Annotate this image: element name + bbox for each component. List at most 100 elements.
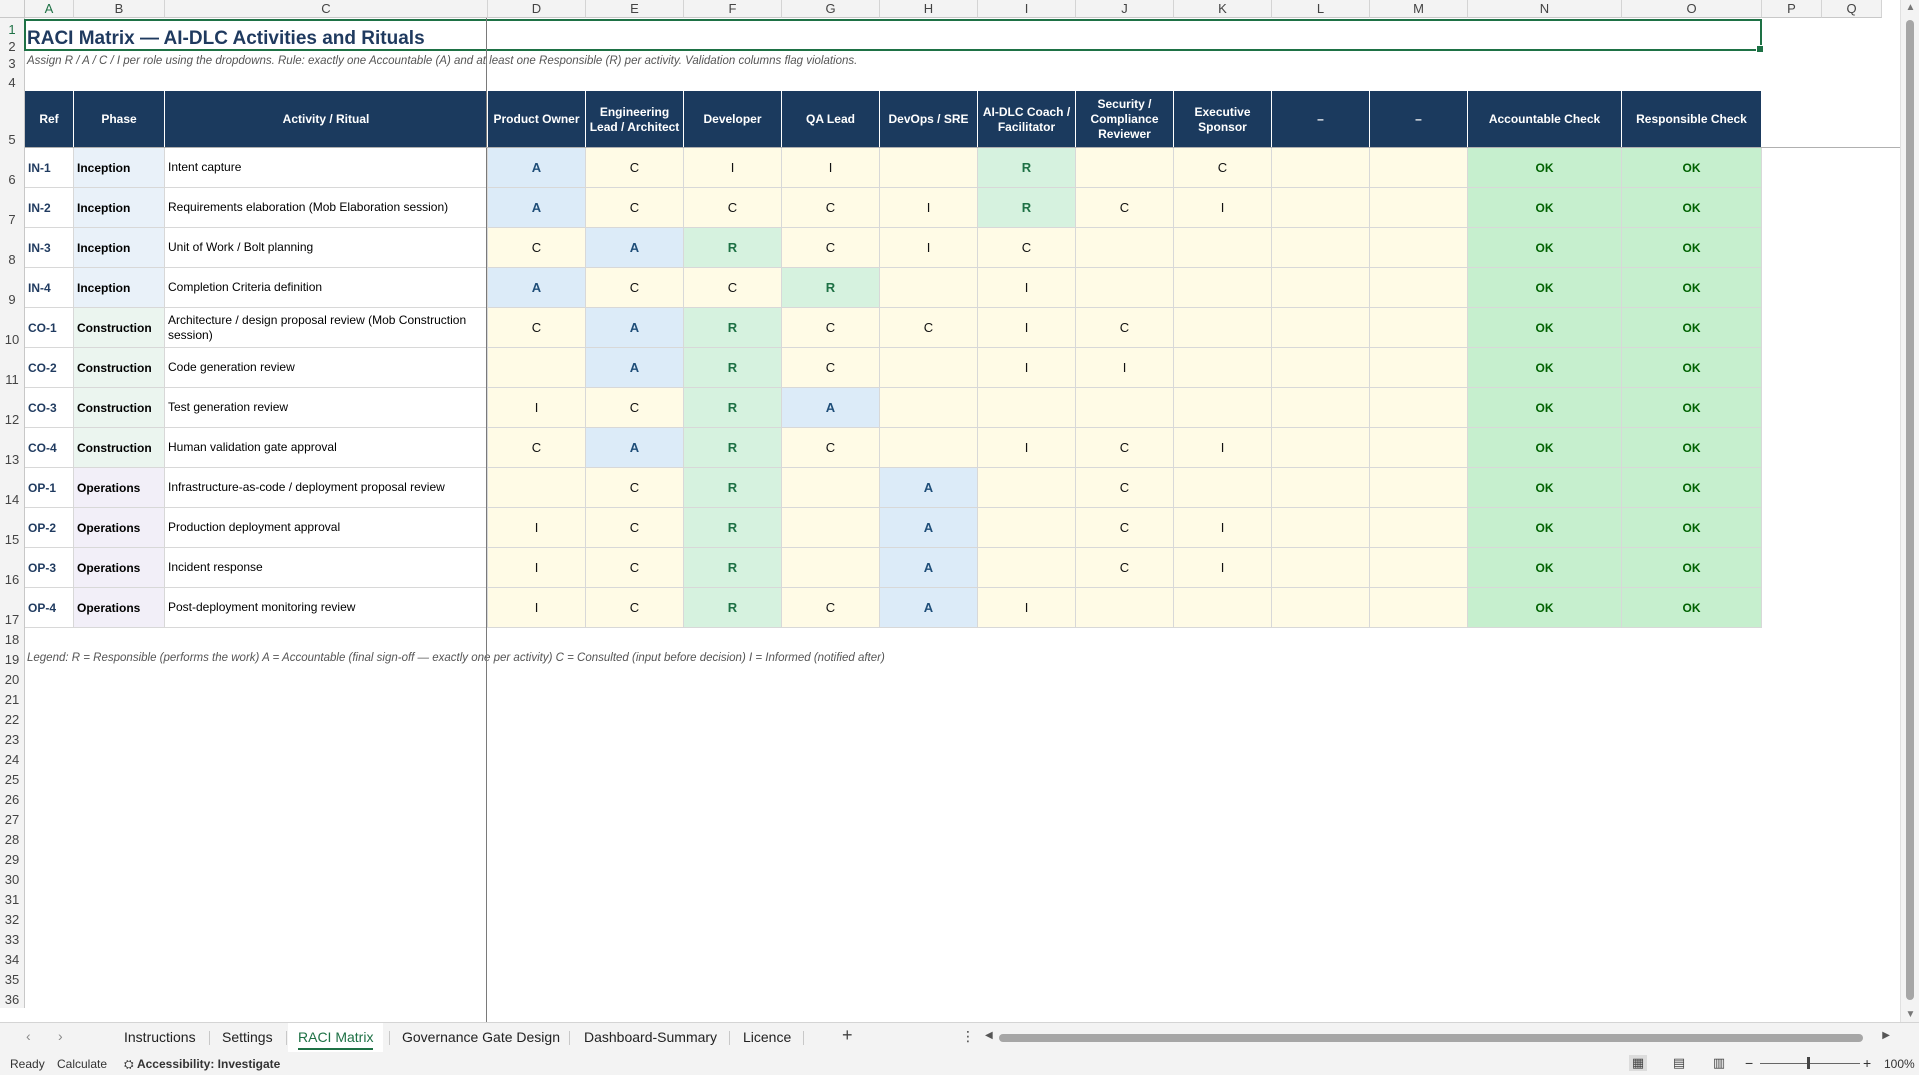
phase-cell[interactable]: Inception: [74, 188, 165, 228]
raci-dropdown-cell[interactable]: I: [1174, 548, 1272, 588]
raci-dropdown-cell[interactable]: C: [586, 468, 684, 508]
row-header-9[interactable]: 9: [0, 268, 25, 308]
column-header-h[interactable]: H: [880, 0, 978, 18]
horizontal-scrollbar[interactable]: ◀ ▶: [985, 1030, 1890, 1044]
raci-dropdown-cell[interactable]: [978, 508, 1076, 548]
raci-dropdown-cell[interactable]: C: [782, 588, 880, 628]
ref-cell[interactable]: OP-4: [25, 588, 74, 628]
raci-dropdown-cell[interactable]: [1272, 348, 1370, 388]
scroll-up-icon[interactable]: ▲: [1905, 2, 1916, 13]
raci-dropdown-cell[interactable]: I: [978, 588, 1076, 628]
raci-dropdown-cell[interactable]: R: [978, 188, 1076, 228]
raci-dropdown-cell[interactable]: [1174, 268, 1272, 308]
raci-dropdown-cell[interactable]: A: [586, 308, 684, 348]
calculate-button[interactable]: Calculate: [57, 1057, 108, 1071]
phase-cell[interactable]: Construction: [74, 388, 165, 428]
raci-dropdown-cell[interactable]: R: [684, 428, 782, 468]
tab-settings[interactable]: Settings: [222, 1023, 273, 1052]
tab-dashboard-summary[interactable]: Dashboard-Summary: [584, 1023, 717, 1052]
row-header-33[interactable]: 33: [0, 928, 25, 948]
raci-dropdown-cell[interactable]: I: [880, 228, 978, 268]
activity-cell[interactable]: Human validation gate approval: [165, 428, 488, 468]
phase-cell[interactable]: Construction: [74, 308, 165, 348]
raci-dropdown-cell[interactable]: R: [684, 508, 782, 548]
column-header-m[interactable]: M: [1370, 0, 1468, 18]
accountable-check-cell[interactable]: OK: [1468, 468, 1622, 508]
row-header-7[interactable]: 7: [0, 188, 25, 228]
accountable-check-cell[interactable]: OK: [1468, 548, 1622, 588]
raci-dropdown-cell[interactable]: C: [782, 428, 880, 468]
raci-dropdown-cell[interactable]: A: [880, 508, 978, 548]
raci-dropdown-cell[interactable]: I: [488, 548, 586, 588]
raci-dropdown-cell[interactable]: [1272, 588, 1370, 628]
raci-dropdown-cell[interactable]: C: [684, 268, 782, 308]
row-header-17[interactable]: 17: [0, 588, 25, 628]
responsible-check-cell[interactable]: OK: [1622, 428, 1762, 468]
raci-dropdown-cell[interactable]: [1272, 548, 1370, 588]
raci-dropdown-cell[interactable]: C: [1076, 508, 1174, 548]
select-all-corner[interactable]: [0, 0, 25, 18]
responsible-check-cell[interactable]: OK: [1622, 468, 1762, 508]
activity-cell[interactable]: Intent capture: [165, 148, 488, 188]
row-header-27[interactable]: 27: [0, 808, 25, 828]
phase-cell[interactable]: Operations: [74, 508, 165, 548]
raci-dropdown-cell[interactable]: C: [782, 308, 880, 348]
horizontal-scroll-thumb[interactable]: [999, 1034, 1863, 1042]
phase-cell[interactable]: Inception: [74, 228, 165, 268]
row-header-6[interactable]: 6: [0, 148, 25, 188]
raci-dropdown-cell[interactable]: [978, 388, 1076, 428]
raci-dropdown-cell[interactable]: [1272, 268, 1370, 308]
raci-dropdown-cell[interactable]: [880, 268, 978, 308]
raci-dropdown-cell[interactable]: [978, 468, 1076, 508]
raci-dropdown-cell[interactable]: C: [684, 188, 782, 228]
raci-dropdown-cell[interactable]: A: [586, 228, 684, 268]
raci-dropdown-cell[interactable]: [1076, 148, 1174, 188]
raci-dropdown-cell[interactable]: [1272, 428, 1370, 468]
accountable-check-cell[interactable]: OK: [1468, 228, 1622, 268]
raci-dropdown-cell[interactable]: [1370, 308, 1468, 348]
raci-dropdown-cell[interactable]: I: [880, 188, 978, 228]
header-cell[interactable]: Responsible Check: [1622, 91, 1762, 148]
header-cell[interactable]: Developer: [684, 91, 782, 148]
row-header-23[interactable]: 23: [0, 728, 25, 748]
raci-dropdown-cell[interactable]: [1370, 268, 1468, 308]
accountable-check-cell[interactable]: OK: [1468, 268, 1622, 308]
raci-dropdown-cell[interactable]: C: [586, 268, 684, 308]
header-cell[interactable]: –: [1370, 91, 1468, 148]
accountable-check-cell[interactable]: OK: [1468, 388, 1622, 428]
ref-cell[interactable]: IN-3: [25, 228, 74, 268]
activity-cell[interactable]: Requirements elaboration (Mob Elaboratio…: [165, 188, 488, 228]
accessibility-status[interactable]: ⛭ Accessibility: Investigate: [124, 1057, 280, 1072]
raci-dropdown-cell[interactable]: [880, 428, 978, 468]
raci-dropdown-cell[interactable]: [978, 548, 1076, 588]
zoom-slider-handle[interactable]: [1807, 1057, 1810, 1069]
column-header-f[interactable]: F: [684, 0, 782, 18]
raci-dropdown-cell[interactable]: [1370, 548, 1468, 588]
column-header-j[interactable]: J: [1076, 0, 1174, 18]
column-header-a[interactable]: A: [25, 0, 74, 18]
raci-dropdown-cell[interactable]: [488, 468, 586, 508]
column-header-l[interactable]: L: [1272, 0, 1370, 18]
chevron-right-icon[interactable]: ›: [58, 1028, 63, 1044]
row-header-10[interactable]: 10: [0, 308, 25, 348]
raci-dropdown-cell[interactable]: C: [1076, 468, 1174, 508]
raci-dropdown-cell[interactable]: A: [880, 468, 978, 508]
raci-dropdown-cell[interactable]: C: [488, 428, 586, 468]
header-cell[interactable]: Ref: [25, 91, 74, 148]
ref-cell[interactable]: CO-4: [25, 428, 74, 468]
raci-dropdown-cell[interactable]: [782, 468, 880, 508]
raci-dropdown-cell[interactable]: C: [1076, 308, 1174, 348]
raci-dropdown-cell[interactable]: C: [782, 348, 880, 388]
raci-dropdown-cell[interactable]: R: [978, 148, 1076, 188]
row-header-14[interactable]: 14: [0, 468, 25, 508]
column-header-o[interactable]: O: [1622, 0, 1762, 18]
ref-cell[interactable]: CO-1: [25, 308, 74, 348]
raci-dropdown-cell[interactable]: C: [586, 388, 684, 428]
tab-governance-gate-design[interactable]: Governance Gate Design: [402, 1023, 560, 1052]
raci-dropdown-cell[interactable]: I: [684, 148, 782, 188]
row-header-24[interactable]: 24: [0, 748, 25, 768]
raci-dropdown-cell[interactable]: [1174, 308, 1272, 348]
activity-cell[interactable]: Test generation review: [165, 388, 488, 428]
raci-dropdown-cell[interactable]: [1370, 228, 1468, 268]
header-cell[interactable]: Executive Sponsor: [1174, 91, 1272, 148]
